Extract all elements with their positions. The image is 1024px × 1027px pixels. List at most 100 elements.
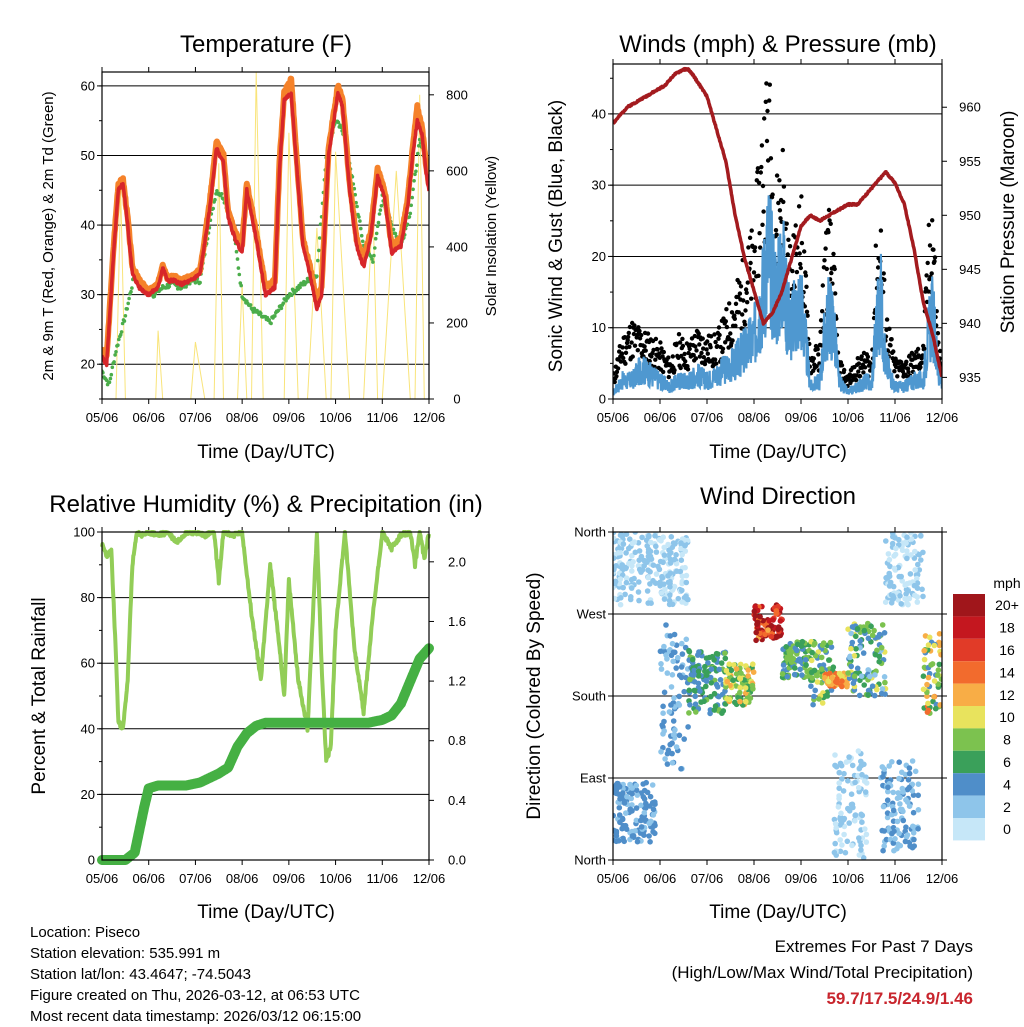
direction-point — [626, 560, 632, 567]
direction-point — [921, 656, 928, 663]
direction-point — [728, 667, 735, 674]
direction-point — [661, 596, 668, 602]
direction-point — [799, 638, 806, 645]
direction-point — [797, 658, 804, 665]
direction-point — [663, 622, 669, 628]
direction-point — [613, 595, 618, 602]
direction-point — [650, 562, 657, 568]
gust-point — [829, 270, 834, 276]
direction-point — [863, 839, 870, 845]
direction-point — [853, 646, 859, 652]
direction-point — [617, 796, 623, 802]
dewpoint-point — [152, 294, 157, 299]
direction-point — [726, 661, 733, 667]
direction-point — [814, 679, 821, 685]
gust-point — [926, 222, 931, 228]
speed-colorbar: mph 20+ 18 16 14 12 10 8 6 4 2 0 — [953, 575, 1021, 841]
direction-point — [637, 817, 644, 824]
gust-point — [798, 265, 803, 271]
direction-point — [884, 797, 891, 803]
direction-point — [790, 655, 797, 662]
direction-point — [904, 534, 910, 540]
direction-point — [673, 552, 679, 558]
gust-point — [922, 346, 927, 351]
gust-point — [831, 251, 836, 257]
dewpoint-point — [213, 197, 217, 202]
direction-point — [687, 702, 693, 708]
direction-point — [669, 760, 676, 766]
direction-point — [627, 596, 634, 603]
gust-point — [693, 356, 699, 361]
dewpoint-point — [281, 301, 286, 306]
gust-point — [745, 280, 750, 285]
direction-point — [849, 842, 855, 849]
gust-point — [674, 341, 679, 346]
station-elevation: Station elevation: 535.991 m — [30, 945, 221, 962]
direction-point — [644, 588, 651, 594]
station-location: Location: Piseco — [30, 924, 141, 941]
direction-point — [850, 804, 856, 811]
direction-point — [613, 830, 620, 836]
direction-point — [703, 672, 710, 678]
direction-point — [623, 810, 629, 816]
gust-point — [765, 108, 770, 114]
direction-point — [641, 809, 648, 816]
gust-point — [697, 342, 702, 347]
colorbar-label: 6 — [1003, 754, 1011, 770]
direction-point — [803, 662, 809, 668]
direction-point — [633, 787, 640, 793]
station-latlon: Station lat/lon: 43.4647; -74.5043 — [30, 966, 252, 983]
direction-point — [908, 532, 914, 536]
direction-point — [926, 634, 933, 641]
direction-point — [613, 812, 616, 819]
colorbar-swatch — [953, 706, 985, 729]
direction-point — [628, 576, 635, 583]
temperature-title: Temperature (F) — [180, 31, 352, 58]
direction-point — [859, 819, 865, 825]
x-tick-label: 06/06 — [132, 410, 165, 425]
y-tick-label: 80 — [81, 590, 95, 605]
direction-point — [905, 588, 911, 594]
y-tick-label: 60 — [81, 78, 95, 93]
direction-point — [907, 571, 914, 577]
direction-point — [904, 600, 910, 606]
y-tick-label: 30 — [592, 178, 606, 193]
direction-point — [876, 631, 883, 638]
dewpoint-point — [219, 192, 224, 196]
dewpoint-point — [284, 298, 288, 303]
gust-point — [704, 347, 709, 352]
gust-point — [678, 365, 683, 371]
direction-point — [685, 724, 691, 730]
direction-point — [742, 685, 749, 691]
direction-point — [872, 651, 879, 658]
direction-plot: North East South West North 05/06 06/06 07/06 08… — [572, 525, 958, 887]
direction-point — [914, 599, 921, 605]
gust-point — [859, 354, 864, 359]
extremes-box: Extremes For Past 7 Days (High/Low/Max W… — [672, 934, 973, 1012]
gust-point — [804, 309, 810, 314]
direction-point — [646, 833, 652, 839]
direction-point — [881, 674, 888, 680]
direction-point — [621, 838, 627, 845]
direction-point — [737, 698, 743, 705]
gust-point — [814, 364, 819, 369]
direction-point — [860, 650, 867, 656]
direction-point — [657, 558, 664, 565]
gust-point — [827, 218, 832, 223]
direction-point — [780, 662, 787, 668]
dewpoint-point — [109, 372, 114, 377]
gust-point — [636, 325, 641, 330]
direction-point — [638, 802, 644, 809]
direction-point — [920, 686, 927, 693]
direction-point — [899, 578, 905, 584]
direction-point — [641, 796, 648, 802]
direction-point — [628, 795, 634, 802]
gust-point — [724, 324, 730, 330]
station-info: Location: Piseco Station elevation: 535.… — [30, 922, 361, 1027]
direction-point — [619, 825, 625, 832]
gust-point — [743, 287, 749, 292]
gust-point — [708, 345, 713, 350]
gust-point — [798, 261, 803, 267]
dewpoint-point — [416, 151, 420, 156]
winds-series — [613, 66, 942, 396]
